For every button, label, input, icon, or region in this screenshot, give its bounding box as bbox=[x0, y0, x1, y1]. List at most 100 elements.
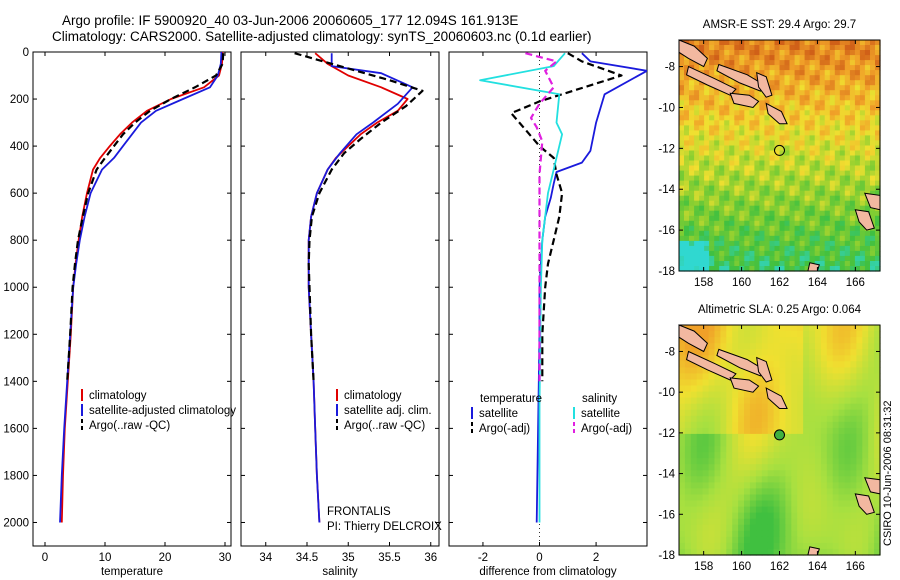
heatmap-cell bbox=[704, 105, 710, 111]
heatmap-cell bbox=[709, 205, 715, 212]
heatmap-cell bbox=[779, 476, 786, 483]
heatmap-cell bbox=[773, 506, 781, 514]
heatmap-cell bbox=[794, 45, 801, 51]
heatmap-cell bbox=[759, 205, 765, 212]
heatmap-cell bbox=[714, 45, 720, 51]
heatmap-cell bbox=[824, 120, 831, 126]
heatmap-cell bbox=[714, 391, 721, 399]
heatmap-cell bbox=[785, 530, 792, 538]
heatmap-cell bbox=[839, 65, 846, 71]
heatmap-cell bbox=[767, 331, 775, 338]
heatmap-cell bbox=[773, 421, 781, 429]
heatmap-cell bbox=[714, 55, 720, 61]
heatmap-cell bbox=[702, 403, 710, 411]
heatmap-cell bbox=[749, 488, 757, 496]
heatmap-cell bbox=[734, 115, 740, 121]
heatmap-cell bbox=[850, 476, 857, 483]
heatmap-cell bbox=[809, 160, 816, 167]
heatmap-cell bbox=[714, 185, 720, 192]
heatmap-cell bbox=[744, 542, 751, 550]
heatmap-cell bbox=[755, 530, 763, 538]
heatmap-cell bbox=[769, 215, 776, 222]
heatmap-cell bbox=[738, 427, 745, 435]
heatmap-cell bbox=[784, 200, 791, 207]
heatmap-cell bbox=[738, 373, 745, 381]
heatmap-cell bbox=[819, 75, 826, 81]
heatmap-cell bbox=[720, 452, 727, 459]
heatmap-cell bbox=[799, 210, 806, 217]
heatmap-cell bbox=[797, 440, 804, 447]
heatmap-cell bbox=[859, 145, 866, 152]
heatmap-cell bbox=[726, 488, 733, 496]
heatmap-cell bbox=[839, 180, 846, 187]
heatmap-cell bbox=[754, 266, 760, 272]
x-tick-label: 2 bbox=[593, 552, 599, 564]
heatmap-cell bbox=[690, 397, 698, 405]
heatmap-cell bbox=[734, 90, 740, 96]
heatmap-cell bbox=[754, 90, 760, 96]
heatmap-cell bbox=[774, 215, 781, 222]
heatmap-cell bbox=[732, 446, 739, 453]
heatmap-cell bbox=[804, 95, 811, 101]
heatmap-cell bbox=[738, 500, 745, 508]
heatmap-cell bbox=[773, 488, 781, 496]
heatmap-cell bbox=[797, 385, 804, 393]
heatmap-cell bbox=[774, 255, 781, 262]
heatmap-cell bbox=[684, 190, 690, 197]
heatmap-cell bbox=[784, 225, 791, 232]
heatmap-cell bbox=[819, 55, 826, 61]
heatmap-cell bbox=[794, 155, 801, 162]
heatmap-cell bbox=[815, 367, 822, 375]
heatmap-cell bbox=[785, 343, 792, 350]
heatmap-cell bbox=[720, 500, 727, 508]
heatmap-cell bbox=[844, 125, 851, 131]
heatmap-cell bbox=[689, 205, 695, 212]
heatmap-cell bbox=[720, 470, 727, 477]
heatmap-cell bbox=[744, 325, 751, 332]
y-tick-label: 600 bbox=[10, 188, 29, 200]
y-tick-label: -18 bbox=[658, 550, 675, 562]
heatmap-cell bbox=[789, 100, 796, 106]
heatmap-cell bbox=[699, 235, 705, 242]
heatmap-cell bbox=[820, 482, 828, 490]
heatmap-cell bbox=[679, 175, 685, 182]
heatmap-cell bbox=[870, 40, 876, 46]
heatmap-cell bbox=[689, 200, 695, 207]
heatmap-cell bbox=[829, 240, 836, 247]
heatmap-cell bbox=[708, 391, 716, 399]
heatmap-cell bbox=[749, 494, 757, 502]
heatmap-cell bbox=[769, 155, 776, 162]
y-tick-label: -10 bbox=[658, 387, 675, 399]
heatmap-cell bbox=[684, 488, 692, 496]
heatmap-cell bbox=[809, 235, 816, 242]
heatmap-cell bbox=[774, 130, 781, 136]
heatmap-cell bbox=[829, 225, 836, 232]
heatmap-cell bbox=[854, 170, 861, 177]
heatmap-cell bbox=[714, 125, 720, 131]
heatmap-cell bbox=[870, 230, 876, 237]
heatmap-cell bbox=[761, 512, 769, 520]
heatmap-cell bbox=[708, 512, 716, 520]
heatmap-cell bbox=[804, 120, 811, 126]
heatmap-cell bbox=[815, 440, 822, 447]
heatmap-cell bbox=[854, 100, 861, 106]
heatmap-cell bbox=[862, 530, 869, 538]
heatmap-cell bbox=[814, 185, 821, 192]
heatmap-cell bbox=[689, 145, 695, 152]
heatmap-cell bbox=[809, 255, 816, 262]
heatmap-cell bbox=[709, 261, 715, 267]
heatmap-cell bbox=[862, 524, 869, 532]
heatmap-cell bbox=[779, 337, 786, 344]
heatmap-cell bbox=[834, 266, 841, 272]
heatmap-cell bbox=[870, 250, 876, 257]
heatmap-cell bbox=[804, 45, 811, 51]
heatmap-cell bbox=[809, 60, 816, 66]
heatmap-cell bbox=[709, 240, 715, 247]
heatmap-cell bbox=[779, 90, 786, 96]
heatmap-cell bbox=[704, 155, 710, 162]
heatmap-cell bbox=[829, 220, 836, 227]
heatmap-cell bbox=[794, 50, 801, 56]
heatmap-cell bbox=[864, 160, 871, 167]
heatmap-cell bbox=[794, 120, 801, 126]
heatmap-cell bbox=[799, 225, 806, 232]
